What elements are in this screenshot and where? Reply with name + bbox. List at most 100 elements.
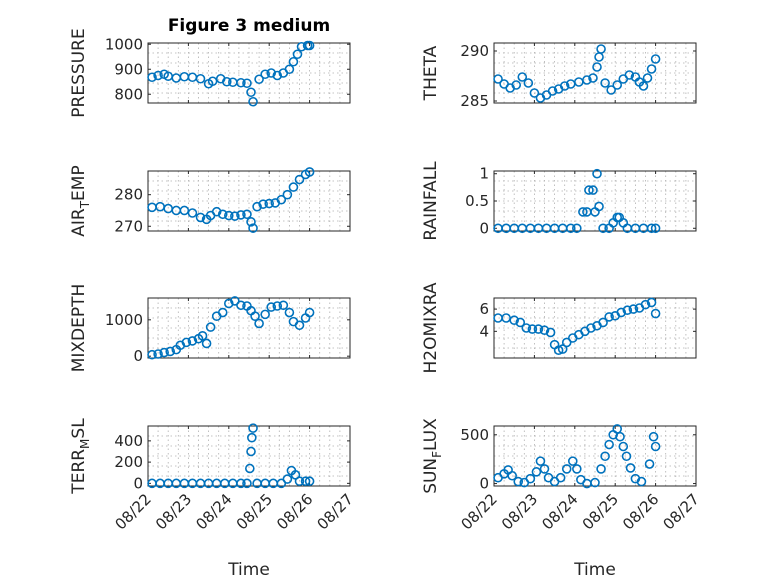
chart-terr_msl-y-label: TERRMSL bbox=[69, 418, 92, 495]
data-point bbox=[533, 324, 544, 334]
data-point bbox=[598, 223, 608, 234]
data-point bbox=[493, 74, 503, 84]
chart-pressure-title: Figure 3 medium bbox=[168, 16, 330, 36]
data-point bbox=[624, 70, 635, 80]
data-point bbox=[195, 73, 206, 84]
data-point bbox=[588, 185, 598, 195]
data-point bbox=[300, 476, 311, 487]
chart-terr_msl-grid bbox=[148, 426, 350, 486]
data-point bbox=[539, 325, 550, 336]
data-point bbox=[147, 349, 157, 360]
chart-air_temp-grid bbox=[148, 171, 350, 231]
data-point bbox=[242, 78, 252, 89]
data-point bbox=[258, 199, 268, 209]
data-point bbox=[147, 72, 157, 83]
data-point bbox=[529, 88, 540, 98]
y-tick-label: 290 bbox=[460, 42, 489, 60]
data-point bbox=[266, 302, 277, 312]
data-point bbox=[553, 345, 564, 356]
data-point bbox=[250, 311, 260, 321]
data-point bbox=[242, 478, 252, 489]
data-point bbox=[260, 69, 270, 80]
x-tick-label: 08/25 bbox=[579, 490, 622, 533]
x-tick-label: 08/22 bbox=[458, 490, 501, 533]
x-tick-label: 08/24 bbox=[538, 490, 581, 533]
chart-mixdepth-y-label: MIXDEPTH bbox=[69, 284, 89, 373]
data-point bbox=[578, 207, 588, 217]
data-point bbox=[266, 68, 277, 78]
data-point bbox=[559, 81, 570, 91]
y-tick-label: 1000 bbox=[105, 35, 143, 53]
chart-pressure-series bbox=[147, 40, 315, 107]
chart-mixdepth-axes-box bbox=[147, 297, 351, 359]
x-tick-label: 08/23 bbox=[498, 490, 541, 533]
data-point bbox=[254, 318, 264, 329]
data-point bbox=[650, 441, 661, 452]
data-point bbox=[165, 346, 176, 357]
data-point bbox=[594, 201, 604, 212]
y-tick-label: 400 bbox=[114, 432, 143, 450]
data-point bbox=[247, 432, 257, 443]
data-point bbox=[264, 198, 275, 209]
data-point bbox=[246, 217, 256, 227]
data-point bbox=[236, 478, 246, 489]
x-tick-label: 08/27 bbox=[660, 490, 703, 533]
x-tick-label: 08/26 bbox=[273, 490, 316, 533]
data-point bbox=[650, 308, 661, 319]
data-point bbox=[304, 167, 315, 177]
data-point bbox=[230, 211, 240, 221]
data-point bbox=[224, 298, 234, 309]
chart-rainfall-grid bbox=[494, 171, 696, 231]
y-tick-label: 900 bbox=[114, 60, 143, 78]
chart-sun_flux-series bbox=[493, 424, 661, 489]
data-point bbox=[304, 40, 315, 51]
data-point bbox=[236, 210, 246, 220]
data-point bbox=[572, 223, 582, 234]
data-point bbox=[248, 223, 258, 233]
chart-h2omixra-y-label: H2OMIXRA bbox=[421, 282, 441, 373]
data-point bbox=[604, 312, 614, 322]
data-point bbox=[598, 317, 608, 328]
data-point bbox=[547, 86, 558, 96]
data-point bbox=[561, 337, 572, 348]
data-point bbox=[640, 299, 651, 310]
data-point bbox=[224, 210, 234, 221]
data-point bbox=[217, 307, 228, 318]
data-point bbox=[592, 62, 602, 72]
data-point bbox=[523, 78, 534, 88]
chart-rainfall-y-label: RAINFALL bbox=[421, 161, 441, 241]
chart-pressure: 800 900 1000 PRESSURE Figure 3 medium bbox=[69, 16, 351, 118]
data-point bbox=[272, 70, 283, 81]
y-tick-label: 0 bbox=[133, 474, 143, 492]
data-point bbox=[625, 463, 636, 473]
chart-sun_flux-y-label: SUNFLUX bbox=[421, 418, 444, 494]
data-point bbox=[511, 80, 522, 90]
chart-theta-y-label: THETA bbox=[421, 45, 441, 101]
chart-theta-axes-box bbox=[493, 42, 697, 104]
data-point bbox=[604, 439, 614, 450]
data-point bbox=[588, 73, 598, 83]
data-point bbox=[590, 477, 600, 488]
data-point bbox=[517, 72, 528, 82]
data-point bbox=[615, 431, 625, 442]
data-point bbox=[521, 323, 532, 333]
data-point bbox=[513, 476, 524, 487]
data-point bbox=[642, 73, 653, 83]
chart-air_temp-series bbox=[147, 167, 315, 233]
data-point bbox=[282, 189, 293, 200]
data-point bbox=[545, 327, 556, 338]
data-point bbox=[153, 349, 163, 359]
chart-sun_flux-grid bbox=[494, 426, 696, 486]
data-point bbox=[248, 96, 258, 107]
data-point bbox=[621, 451, 632, 462]
y-tick-label: 0 bbox=[133, 347, 143, 365]
data-point bbox=[648, 431, 659, 442]
data-point bbox=[509, 315, 520, 326]
chart-h2omixra-axes-box bbox=[493, 297, 697, 359]
chart-theta: 285 290 THETA bbox=[421, 42, 697, 110]
chart-h2omixra: 4 6 H2OMIXRA bbox=[421, 282, 697, 374]
x-tick-label: 08/27 bbox=[314, 490, 357, 533]
data-point bbox=[527, 324, 538, 334]
